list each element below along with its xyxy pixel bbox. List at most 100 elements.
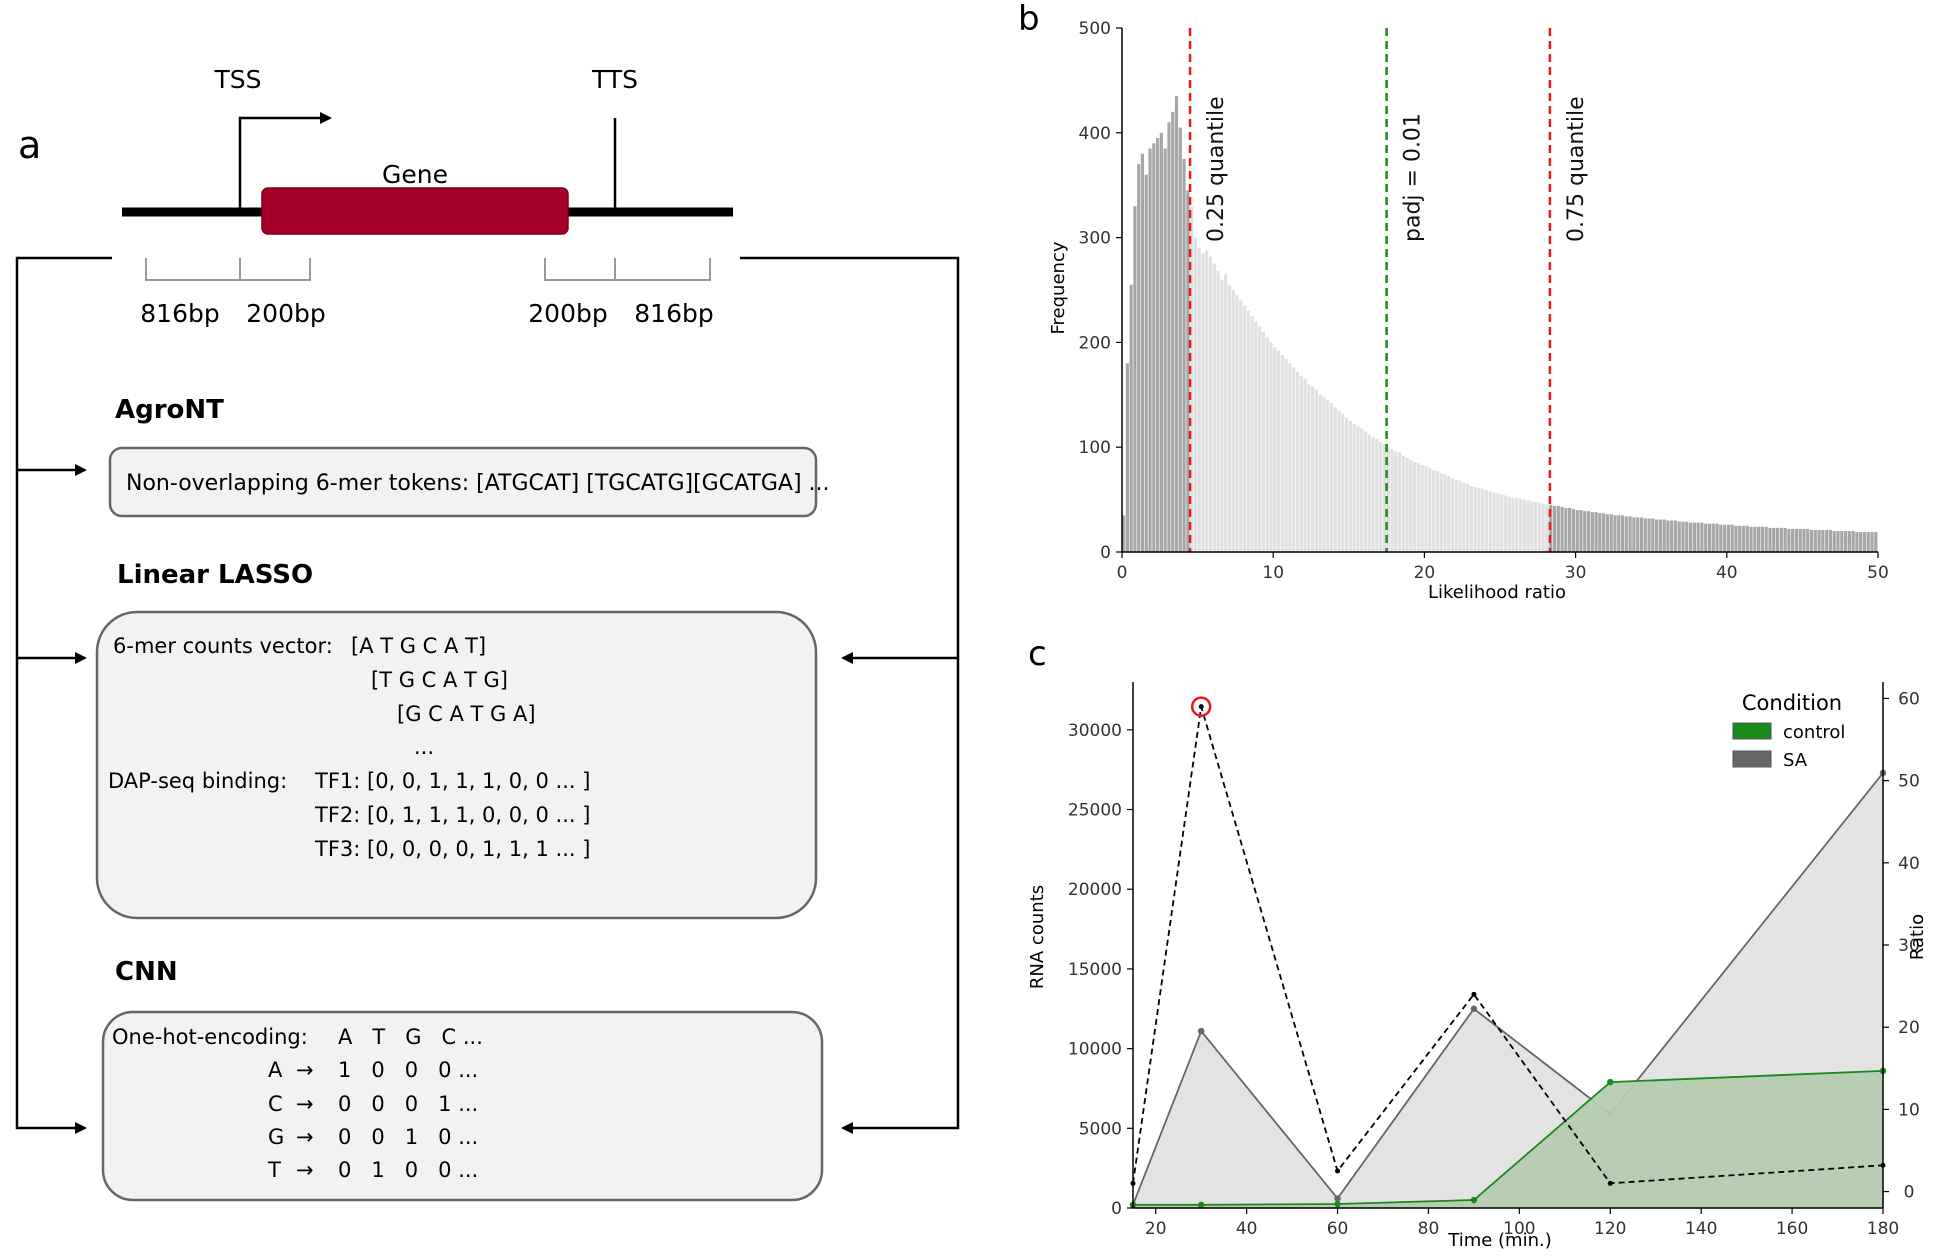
x-tick-label: 180: [1867, 1219, 1899, 1239]
histogram-bar: [1137, 164, 1141, 553]
lasso-kmer-row: ...: [414, 735, 434, 759]
histogram-bar: [1299, 375, 1303, 552]
tss-label: TSS: [213, 65, 261, 94]
histogram-bar: [1174, 96, 1179, 553]
histogram-bar: [1133, 206, 1137, 552]
histogram-xlabel: Likelihood ratio: [1428, 582, 1566, 603]
x-tick-label: 0: [1117, 563, 1128, 583]
histogram-bar: [1443, 474, 1447, 552]
histogram-bar: [1760, 526, 1764, 552]
histogram-bar: [1545, 503, 1549, 552]
histogram-bar: [1224, 274, 1228, 552]
histogram-bar: [1458, 480, 1462, 552]
legend: Condition control SA: [1732, 691, 1845, 771]
histogram-bar: [1314, 389, 1318, 552]
y-tick-label: 0: [1100, 543, 1111, 563]
legend-swatch-control: [1732, 722, 1772, 740]
histogram-bar: [1488, 491, 1492, 552]
cnn-row-values: 0 1 0 0 ...: [338, 1158, 478, 1182]
histogram-bar: [1375, 438, 1379, 552]
cnn-row-base: C: [268, 1092, 283, 1116]
histogram-bar: [1163, 148, 1167, 552]
gene-box: [261, 187, 569, 235]
histogram-bar: [1356, 426, 1360, 552]
histogram-bar: [1167, 122, 1171, 552]
histogram-bar: [1522, 499, 1526, 552]
y2-tick-label: 30: [1898, 936, 1920, 956]
cnn-row-base: A: [268, 1058, 283, 1082]
point-control: [1607, 1078, 1614, 1086]
histogram-bar: [1295, 371, 1300, 552]
histogram-bar: [1840, 531, 1844, 552]
histogram-bar: [1250, 316, 1254, 552]
histogram-bar: [1689, 522, 1693, 552]
histogram-bar: [1469, 485, 1473, 552]
y-tick-label: 100: [1079, 438, 1111, 458]
histogram-bar: [1450, 478, 1455, 552]
histogram-bar: [1862, 532, 1867, 552]
histogram-ylabel: Frequency: [1048, 241, 1069, 334]
bp-label-upstream: 816bp: [140, 299, 219, 328]
histogram-bar: [1726, 524, 1730, 552]
lasso-tf-row: TF3: [0, 0, 0, 0, 1, 1, 1 ... ]: [314, 837, 590, 861]
histogram-bar: [1503, 495, 1507, 552]
histogram-bar: [1409, 459, 1413, 552]
histogram-bar: [1757, 526, 1761, 552]
point-sa: [1470, 1005, 1478, 1012]
histogram-bar: [1360, 428, 1364, 552]
timeseries-xlabel: Time (min.): [1447, 1230, 1551, 1251]
histogram-bar: [1242, 305, 1247, 552]
histogram-bar: [1447, 476, 1451, 552]
histogram-bar: [1874, 532, 1878, 552]
y2-tick-label: 20: [1898, 1018, 1920, 1038]
histogram-bar: [1670, 520, 1674, 552]
ratio-point: [1607, 1180, 1613, 1186]
histogram-bar: [1371, 436, 1375, 552]
histogram-bar: [1227, 284, 1232, 552]
histogram-bar: [1481, 489, 1485, 552]
y-tick-label: 20000: [1068, 880, 1122, 900]
panel-b-label: b: [1018, 0, 1040, 39]
histogram-bar: [1651, 518, 1655, 552]
histogram-bar: [1367, 434, 1371, 552]
histogram-bar: [1855, 532, 1859, 552]
tts-label: TTS: [591, 65, 638, 94]
histogram-bar: [1843, 531, 1848, 552]
histogram-bar: [1341, 413, 1345, 552]
histogram-bar: [1730, 524, 1734, 552]
tss-arrow-icon: [238, 112, 332, 208]
histogram-bar: [1322, 396, 1326, 552]
histogram-bar: [1205, 250, 1209, 552]
cnn-box: [101, 1010, 824, 1202]
histogram-bar: [1617, 515, 1621, 552]
histogram-bar: [1704, 523, 1708, 552]
histogram-bar: [1541, 503, 1545, 552]
cnn-row-values: 1 0 0 0 ...: [338, 1058, 478, 1082]
histogram-bar: [1401, 455, 1405, 552]
histogram-bar: [1265, 337, 1269, 552]
histogram-bar: [1428, 468, 1432, 552]
histogram-bar: [1779, 527, 1783, 552]
y2-tick-label: 50: [1898, 772, 1920, 792]
line-sa: [1132, 772, 1884, 1206]
histogram-bar: [1821, 529, 1825, 552]
x-tick-label: 60: [1327, 1219, 1349, 1239]
histogram-bar: [1571, 509, 1575, 552]
histogram-bar: [1825, 529, 1829, 552]
histogram-bar: [1696, 522, 1700, 552]
x-tick-label: 20: [1414, 563, 1436, 583]
histogram-bar: [1552, 505, 1557, 552]
timeseries-ylabel: RNA counts: [1027, 885, 1048, 989]
histogram-bar: [1477, 488, 1481, 552]
cnn-row-arrow: →: [296, 1092, 314, 1116]
histogram-bar: [1605, 514, 1610, 552]
histogram-bar: [1583, 511, 1587, 552]
cnn-row-base: T: [267, 1158, 281, 1182]
point-control: [1470, 1196, 1478, 1204]
lasso-dap-label: DAP-seq binding:: [108, 769, 287, 793]
histogram-bar: [1677, 521, 1681, 552]
histogram-bar: [1345, 417, 1349, 552]
point-control: [1334, 1200, 1341, 1208]
histogram-bar: [1764, 526, 1768, 552]
histogram-bar: [1148, 148, 1152, 552]
